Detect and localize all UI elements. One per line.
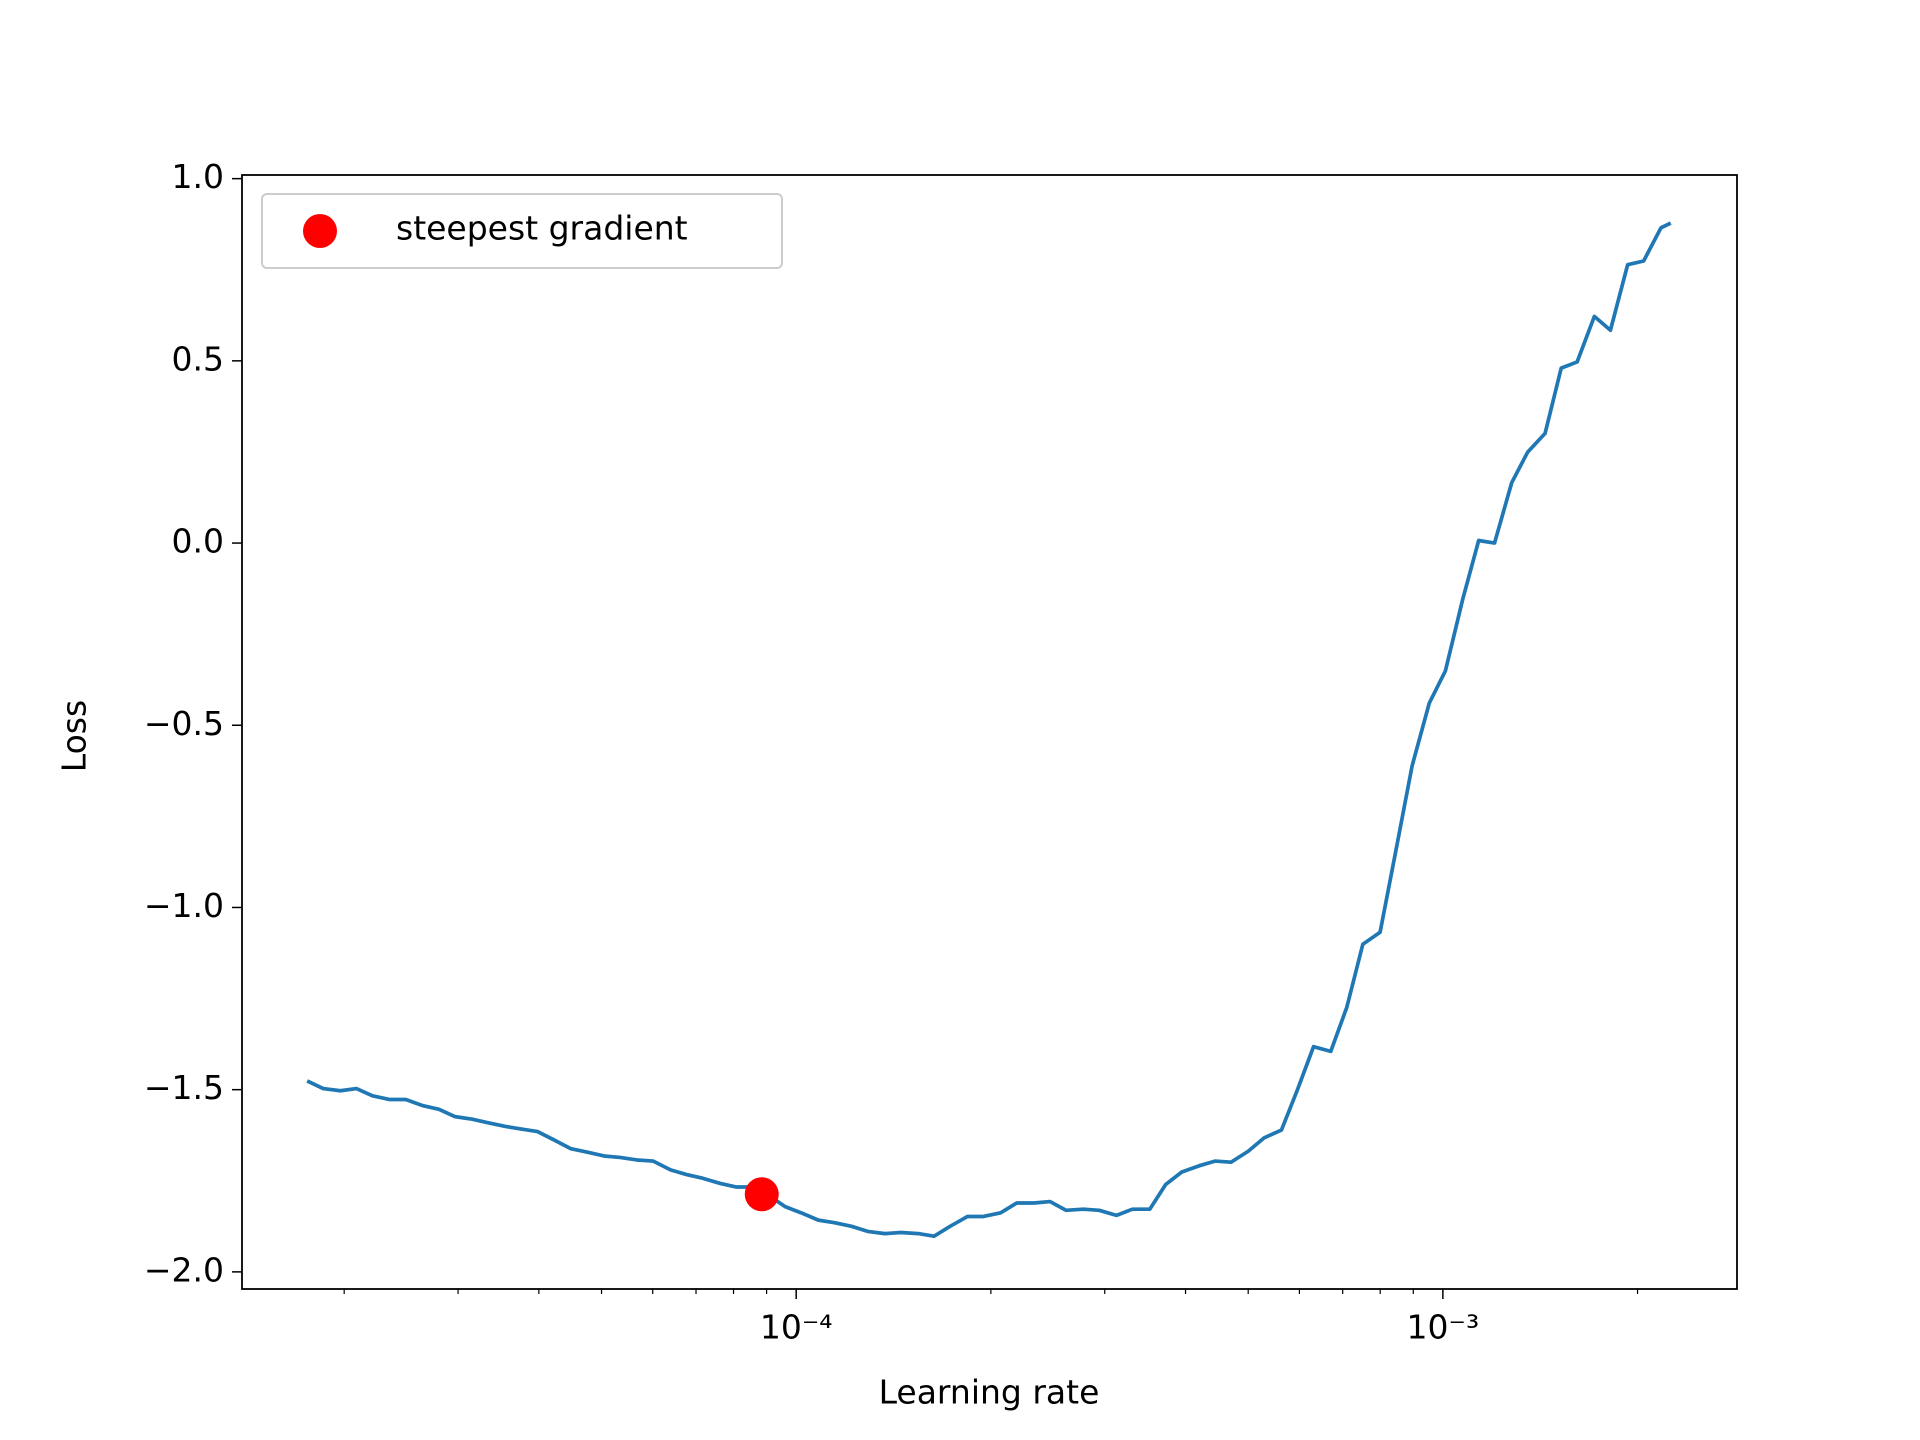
legend-box [261,193,783,269]
highlight-point [744,1177,779,1212]
y-tick-label: −2.0 [144,1250,224,1289]
y-tick-label: −1.0 [144,886,224,925]
y-tick-label: 0.0 [172,522,224,561]
y-tick-label: −1.5 [144,1068,224,1107]
x-axis-label: Learning rate [879,1373,1100,1412]
loss-line [306,221,1672,1239]
x-tick-label: 10⁻³ [1407,1308,1480,1347]
y-tick-label: 1.0 [172,157,224,196]
legend-marker [303,214,337,248]
legend-label: steepest gradient [396,209,688,248]
y-tick-label: 0.5 [172,339,224,378]
y-axis-label: Loss [55,700,94,772]
y-tick-label: −0.5 [144,704,224,743]
x-tick-label: 10⁻⁴ [760,1308,833,1347]
plot-frame [241,174,1738,1290]
